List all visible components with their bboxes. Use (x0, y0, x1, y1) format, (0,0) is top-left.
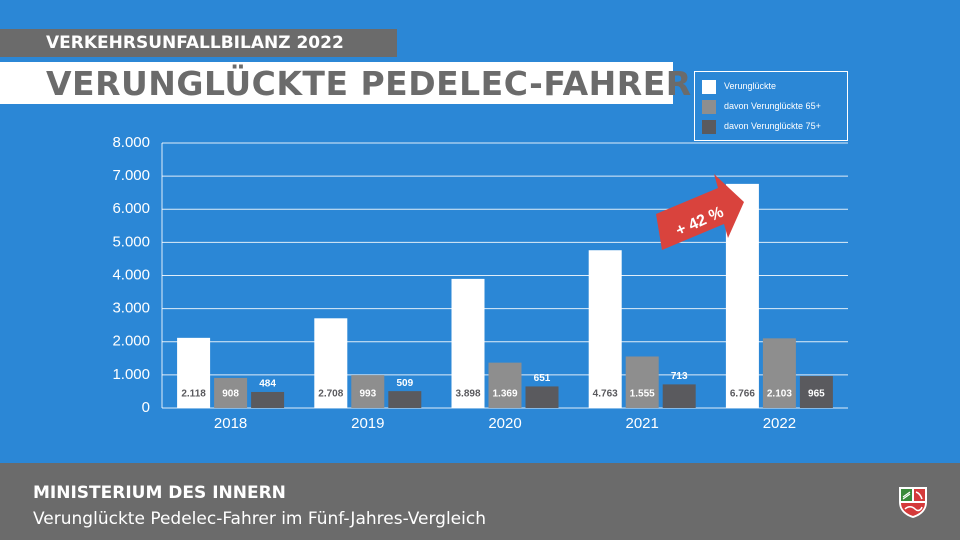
bar-value-label: 509 (396, 378, 413, 389)
x-tick-label: 2020 (488, 415, 521, 432)
y-tick-label: 3.000 (112, 300, 150, 317)
growth-arrow: + 42 % (656, 174, 744, 250)
y-tick-label: 8.000 (112, 134, 150, 151)
x-tick-label: 2018 (214, 415, 247, 432)
footer-subtitle: Verunglückte Pedelec-Fahrer im Fünf-Jahr… (33, 509, 486, 529)
bar (799, 376, 833, 408)
x-tick-label: 2022 (763, 415, 796, 432)
bar-value-label: 3.898 (455, 389, 480, 400)
bar-value-label: 651 (534, 373, 551, 384)
bar-value-label: 2.118 (181, 389, 206, 400)
labels-layer: 0 1.000 2.000 3.000 4.000 5.000 6.000 7.000 8.00… (112, 134, 825, 432)
y-tick-label: 5.000 (112, 233, 150, 250)
bar-value-label: 713 (671, 371, 688, 382)
page-title: VERUNGLÜCKTE PEDELEC-FAHRER (46, 64, 692, 103)
bar-value-label: 1.555 (630, 389, 655, 400)
footer: MINISTERIUM DES INNERN Verunglückte Pede… (0, 463, 960, 540)
bar (314, 318, 348, 408)
kicker-bar: VERKEHRSUNFALLBILANZ 2022 (0, 29, 397, 57)
bar (488, 362, 522, 408)
legend-label-total: Verunglückte (724, 81, 777, 91)
bar-value-label: 2.103 (767, 389, 792, 400)
legend-label-75: davon Verunglückte 75+ (724, 121, 821, 131)
x-tick-label: 2019 (351, 415, 384, 432)
chart-legend: Verunglückte davon Verunglückte 65+ davo… (694, 71, 848, 141)
y-tick-label: 7.000 (112, 167, 150, 184)
legend-swatch-65 (702, 100, 716, 114)
bar (451, 278, 485, 408)
bar-value-label: 4.763 (593, 389, 618, 400)
bars-layer (177, 183, 833, 408)
bar (351, 375, 385, 408)
bar-value-label: 6.766 (730, 389, 755, 400)
state-crest-icon (899, 487, 927, 518)
x-tick-label: 2021 (626, 415, 659, 432)
legend-swatch-75 (702, 120, 716, 134)
bar (525, 386, 559, 408)
bar (251, 391, 285, 408)
bar-value-label: 993 (359, 389, 376, 400)
y-tick-label: 6.000 (112, 200, 150, 217)
legend-swatch-total (702, 80, 716, 94)
bar-value-label: 2.708 (318, 389, 343, 400)
bar-value-label: 1.369 (492, 389, 517, 400)
y-tick-label: 4.000 (112, 266, 150, 283)
bar (588, 250, 622, 408)
bar-value-label: 908 (222, 389, 239, 400)
bar (388, 391, 422, 408)
bar (214, 377, 248, 408)
bar (625, 356, 659, 408)
growth-arrow-shape (656, 174, 744, 250)
y-tick-label: 0 (142, 399, 150, 416)
y-tick-label: 2.000 (112, 333, 150, 350)
y-tick-label: 1.000 (112, 366, 150, 383)
bar-value-label: 965 (808, 389, 825, 400)
footer-title: MINISTERIUM DES INNERN (33, 483, 286, 503)
bar (762, 338, 796, 408)
bar-chart: 0 1.000 2.000 3.000 4.000 5.000 6.000 7.000 8.00… (112, 134, 848, 432)
title-bar: VERUNGLÜCKTE PEDELEC-FAHRER (0, 62, 691, 104)
bar-value-label: 484 (259, 379, 276, 390)
kicker-text: VERKEHRSUNFALLBILANZ 2022 (46, 33, 344, 53)
legend-label-65: davon Verunglückte 65+ (724, 101, 821, 111)
bar (662, 384, 696, 408)
bar (177, 337, 211, 408)
